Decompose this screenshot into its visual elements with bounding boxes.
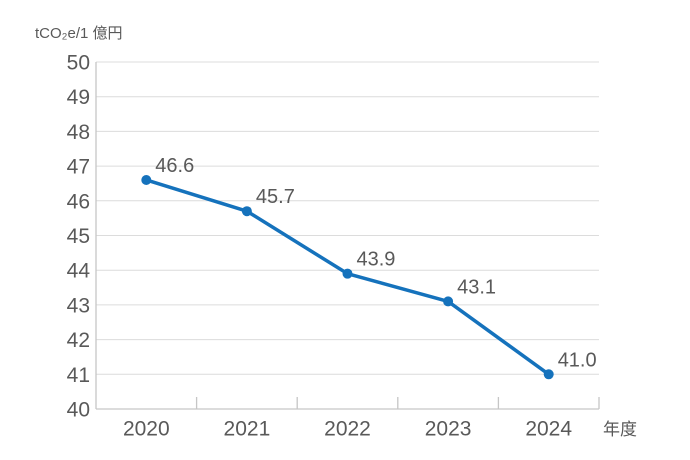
x-tick-label: 2024 <box>525 418 572 441</box>
y-tick-label: 46 <box>67 190 90 213</box>
data-label: 46.6 <box>155 155 194 177</box>
x-tick-label: 2023 <box>425 418 472 441</box>
x-tick-label: 2022 <box>324 418 371 441</box>
y-tick-label: 41 <box>67 364 90 387</box>
y-tick-label: 50 <box>67 52 90 75</box>
data-label: 45.7 <box>256 186 295 208</box>
y-tick-label: 48 <box>67 121 90 144</box>
data-label: 43.9 <box>357 249 396 271</box>
data-label: 43.1 <box>457 276 496 298</box>
data-point <box>241 206 252 217</box>
data-point <box>342 268 353 279</box>
y-tick-label: 43 <box>67 294 90 317</box>
x-tick-label: 2020 <box>123 418 170 441</box>
y-tick-label: 40 <box>67 399 90 422</box>
data-point <box>141 174 152 185</box>
x-axis-title: 年度 <box>603 420 637 439</box>
data-point <box>543 369 554 380</box>
y-axis-unit-label: tCO₂e/1 億円 <box>35 25 123 42</box>
data-point <box>443 296 454 307</box>
y-tick-label: 44 <box>67 260 91 283</box>
y-tick-label: 45 <box>67 225 90 248</box>
y-tick-label: 47 <box>67 156 90 179</box>
y-tick-label: 49 <box>67 86 90 109</box>
x-tick-label: 2021 <box>224 418 271 441</box>
y-tick-label: 42 <box>67 329 90 352</box>
data-label: 41.0 <box>558 349 597 371</box>
